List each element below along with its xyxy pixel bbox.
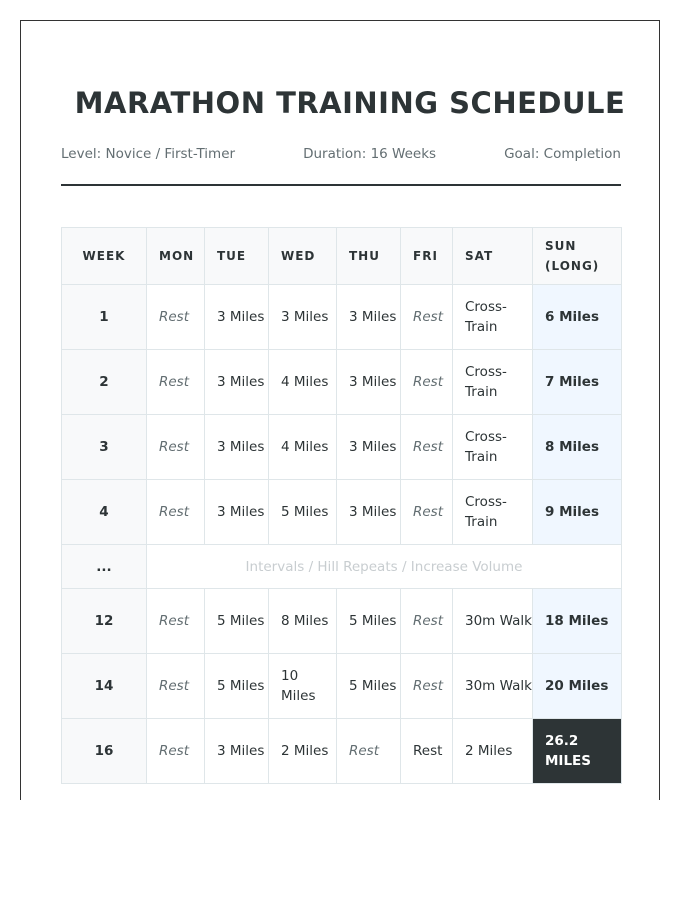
week-number: 12 (61, 588, 147, 654)
cell-mon: Rest (146, 718, 205, 784)
page-title: MARATHON TRAINING SCHEDULE (74, 86, 626, 120)
cell-tue: 3 Miles (204, 284, 269, 350)
cell-fri: Rest (400, 653, 453, 719)
cell-sat: Cross-Train (452, 414, 533, 480)
cell-thu: 3 Miles (336, 349, 401, 415)
table-row: 16 Rest 3 Miles 2 Miles Rest Rest 2 Miles 26.2 … (61, 718, 622, 784)
cell-sat: 30m Walk (452, 653, 533, 719)
cell-sat: 30m Walk (452, 588, 533, 654)
cell-tue: 5 Miles (204, 588, 269, 654)
column-header-tue: TUE (204, 227, 269, 285)
cell-mon: Rest (146, 588, 205, 654)
cell-tue: 3 Miles (204, 718, 269, 784)
cell-tue: 5 Miles (204, 653, 269, 719)
cell-sat: Cross-Train (452, 284, 533, 350)
week-number: 3 (61, 414, 147, 480)
column-header-wed: WED (268, 227, 337, 285)
cell-tue: 3 Miles (204, 349, 269, 415)
table-row: 4 Rest 3 Miles 5 Miles 3 Miles Rest Cross-Trai… (61, 479, 622, 545)
cell-wed: 10 Miles (268, 653, 337, 719)
schedule-table: WEEK MON TUE WED THU FRI SAT SUN (LONG) 1 Rest 3 … (61, 227, 622, 784)
cell-tue: 3 Miles (204, 414, 269, 480)
cell-thu: 5 Miles (336, 588, 401, 654)
cell-sun: 18 Miles (532, 588, 622, 654)
cell-fri: Rest (400, 479, 453, 545)
cell-wed: 2 Miles (268, 718, 337, 784)
cell-mon: Rest (146, 284, 205, 350)
table-row: 2 Rest 3 Miles 4 Miles 3 Miles Rest Cross-Trai… (61, 349, 622, 415)
cell-sat: 2 Miles (452, 718, 533, 784)
goal-label: Goal: Completion (504, 146, 621, 162)
week-number: 2 (61, 349, 147, 415)
table-row: 3 Rest 3 Miles 4 Miles 3 Miles Rest Cross-Trai… (61, 414, 622, 480)
cell-sun: 6 Miles (532, 284, 622, 350)
cell-thu: 3 Miles (336, 414, 401, 480)
week-number: 1 (61, 284, 147, 350)
column-header-week: WEEK (61, 227, 147, 285)
divider (61, 184, 621, 186)
cell-wed: 8 Miles (268, 588, 337, 654)
week-number: 14 (61, 653, 147, 719)
cell-fri: Rest (400, 284, 453, 350)
cell-sat: Cross-Train (452, 479, 533, 545)
column-header-sun: SUN (LONG) (532, 227, 622, 285)
cell-wed: 5 Miles (268, 479, 337, 545)
cell-fri: Rest (400, 718, 453, 784)
cell-thu: Rest (336, 718, 401, 784)
cell-fri: Rest (400, 349, 453, 415)
cell-mon: Rest (146, 479, 205, 545)
column-header-thu: THU (336, 227, 401, 285)
cell-sat: Cross-Train (452, 349, 533, 415)
page-frame (20, 20, 660, 800)
table-row: 1 Rest 3 Miles 3 Miles 3 Miles Rest Cross-Trai… (61, 284, 622, 350)
cell-sun: 20 Miles (532, 653, 622, 719)
cell-wed: 4 Miles (268, 349, 337, 415)
table-row: 14 Rest 5 Miles 10 Miles 5 Miles Rest 30m Walk… (61, 653, 622, 719)
level-label: Level: Novice / First-Timer (61, 146, 236, 162)
cell-thu: 3 Miles (336, 479, 401, 545)
column-header-sat: SAT (452, 227, 533, 285)
cell-fri: Rest (400, 588, 453, 654)
week-number: 16 (61, 718, 147, 784)
gap-row: ... Intervals / Hill Repeats / Increase V… (61, 544, 622, 589)
cell-thu: 3 Miles (336, 284, 401, 350)
week-number: 4 (61, 479, 147, 545)
cell-thu: 5 Miles (336, 653, 401, 719)
cell-wed: 3 Miles (268, 284, 337, 350)
cell-sun: 8 Miles (532, 414, 622, 480)
week-ellipsis: ... (61, 544, 147, 589)
column-header-fri: FRI (400, 227, 453, 285)
schedule-meta: Level: Novice / First-Timer Duration: 16… (61, 146, 621, 162)
cell-sun: 9 Miles (532, 479, 622, 545)
gap-note: Intervals / Hill Repeats / Increase Volu… (146, 544, 622, 589)
cell-tue: 3 Miles (204, 479, 269, 545)
cell-wed: 4 Miles (268, 414, 337, 480)
cell-fri: Rest (400, 414, 453, 480)
duration-label: Duration: 16 Weeks (303, 146, 437, 162)
cell-mon: Rest (146, 414, 205, 480)
cell-sun: 7 Miles (532, 349, 622, 415)
cell-sun: 26.2 MILES (532, 718, 622, 784)
column-header-mon: MON (146, 227, 205, 285)
table-row: 12 Rest 5 Miles 8 Miles 5 Miles Rest 30m Walk 1… (61, 588, 622, 654)
cell-mon: Rest (146, 653, 205, 719)
header-row: WEEK MON TUE WED THU FRI SAT SUN (LONG) (61, 227, 622, 285)
cell-mon: Rest (146, 349, 205, 415)
